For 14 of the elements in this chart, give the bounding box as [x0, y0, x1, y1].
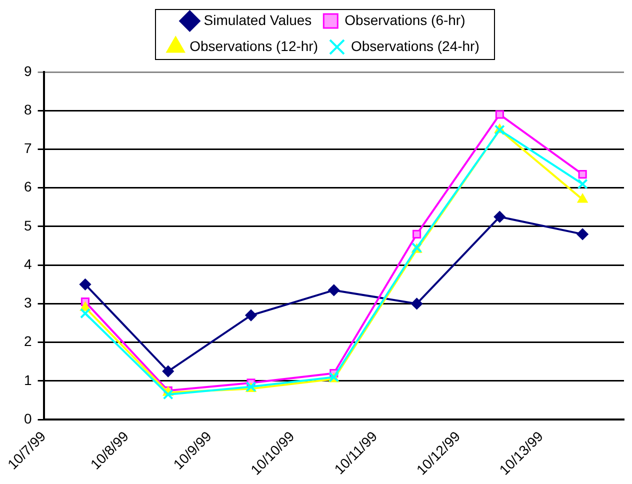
y-tick-label: 7	[24, 140, 32, 156]
y-tick-label: 9	[24, 62, 32, 79]
legend-label: Simulated Values	[204, 12, 312, 28]
y-tick-label: 8	[24, 101, 32, 118]
y-tick-label: 2	[24, 333, 32, 350]
y-tick-label: 0	[24, 410, 32, 426]
legend-label: Observations (6-hr)	[344, 12, 466, 28]
y-tick-label: 3	[24, 294, 32, 311]
legend-label: Observations (24-hr)	[351, 38, 480, 54]
y-tick-label: 6	[24, 178, 32, 195]
y-tick-label: 1	[24, 372, 32, 388]
y-tick-label: 5	[24, 217, 32, 234]
y-tick-label: 4	[24, 256, 32, 272]
legend-label: Observations (12-hr)	[190, 38, 318, 54]
